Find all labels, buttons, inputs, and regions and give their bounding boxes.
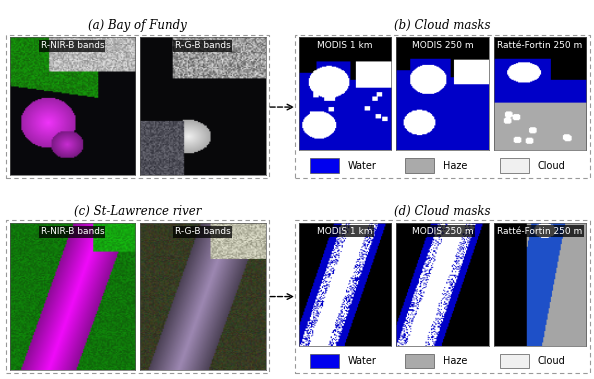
Text: MODIS 1 km: MODIS 1 km [317, 41, 373, 50]
Text: MODIS 250 m: MODIS 250 m [412, 227, 473, 235]
Text: (a) Bay of Fundy: (a) Bay of Fundy [88, 19, 187, 32]
Bar [500, 354, 529, 368]
Bar [405, 158, 434, 173]
Text: (b) Cloud masks: (b) Cloud masks [394, 19, 491, 32]
Text: Water: Water [347, 161, 377, 171]
Text: R-G-B bands: R-G-B bands [175, 41, 230, 50]
Text: Haze: Haze [443, 161, 467, 171]
Text: R-NIR-B bands: R-NIR-B bands [40, 227, 104, 236]
Text: R-G-B bands: R-G-B bands [175, 227, 230, 236]
Text: Water: Water [347, 356, 377, 366]
Bar [500, 158, 529, 173]
Text: Haze: Haze [443, 356, 467, 366]
Bar [405, 354, 434, 368]
Text: (d) Cloud masks: (d) Cloud masks [394, 205, 491, 218]
Text: (c) St-Lawrence river: (c) St-Lawrence river [74, 205, 201, 218]
Text: MODIS 1 km: MODIS 1 km [317, 227, 373, 235]
Text: MODIS 250 m: MODIS 250 m [412, 41, 473, 50]
Text: Ratté-Fortin 250 m: Ratté-Fortin 250 m [497, 41, 583, 50]
Text: R-NIR-B bands: R-NIR-B bands [40, 41, 104, 50]
Text: Ratté-Fortin 250 m: Ratté-Fortin 250 m [497, 227, 583, 235]
Bar [310, 354, 339, 368]
Text: Cloud: Cloud [538, 356, 565, 366]
Text: Cloud: Cloud [538, 161, 565, 171]
Bar [310, 158, 339, 173]
